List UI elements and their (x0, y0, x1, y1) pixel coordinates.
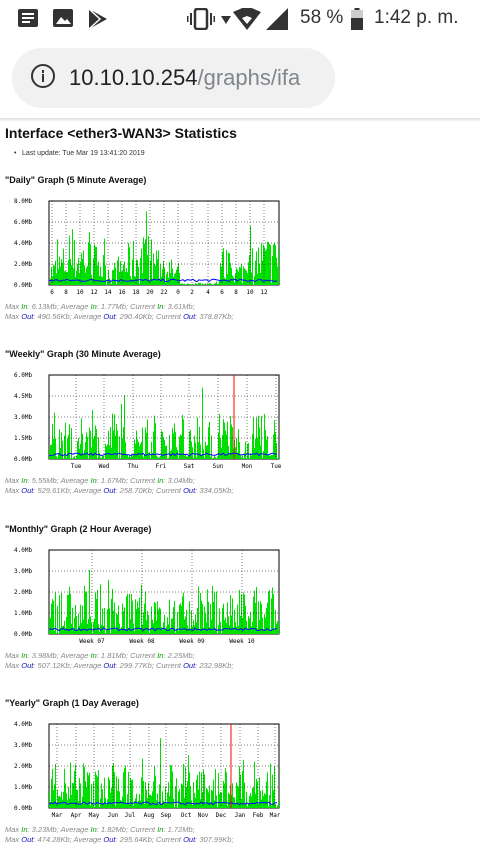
traffic-graph: 4.0Mb 3.0Mb 2.0Mb 1.0Mb 0.0Mb Week 07 Week 08 W… (14, 547, 280, 645)
x-tick-label: 12 (90, 289, 98, 296)
y-tick-label: 2.0Mb (14, 763, 32, 770)
y-tick-label: 1.0Mb (14, 784, 32, 791)
x-tick-label: Thu (128, 463, 139, 470)
graph-title: "Daily" Graph (5 Minute Average) (5, 175, 147, 185)
y-tick-label: 3.0Mb (14, 414, 32, 421)
signal-icon (266, 8, 288, 30)
notes-icon (18, 9, 38, 27)
x-tick-label: Aug (144, 812, 155, 819)
battery-percent: 58 % (300, 7, 344, 28)
data-arrows-icon (221, 16, 231, 24)
url-bar[interactable]: 10.10.10.254/graphs/ifa (12, 48, 335, 108)
out-series-line (48, 627, 278, 632)
x-tick-label: Mon (242, 463, 253, 470)
image-icon (53, 9, 73, 27)
x-tick-label: Apr (71, 812, 82, 819)
x-tick-label: 14 (104, 289, 112, 296)
x-tick-label: Week 08 (129, 638, 155, 645)
info-icon[interactable] (31, 64, 55, 88)
x-tick-label: 10 (246, 289, 254, 296)
y-tick-label: 2.0Mb (14, 589, 32, 596)
x-tick-label: Jan (235, 812, 246, 819)
graph-stats: Max In: 3.23Mb; Average In: 1.82Mb; Curr… (5, 825, 234, 844)
x-tick-label: Week 09 (179, 638, 205, 645)
y-tick-label: 1.0Mb (14, 610, 32, 617)
y-tick-label: 4.5Mb (14, 393, 32, 400)
x-tick-label: Dec (216, 812, 227, 819)
clock: 1:42 p. m. (374, 7, 459, 28)
y-tick-label: 0.0Mb (14, 805, 32, 812)
wifi-icon (233, 8, 261, 30)
x-tick-label: Jul (125, 812, 136, 819)
x-tick-label: 8 (234, 289, 238, 296)
toolbar-shadow (0, 118, 480, 122)
out-series-line (48, 801, 278, 806)
x-tick-label: 16 (118, 289, 126, 296)
x-tick-label: Tue (71, 463, 82, 470)
y-tick-label: 4.0Mb (14, 721, 32, 728)
graph-title: "Weekly" Graph (30 Minute Average) (5, 349, 161, 359)
x-tick-label: Wed (99, 463, 110, 470)
x-tick-label: May (89, 812, 100, 819)
out-series-line (48, 452, 277, 457)
y-tick-label: 2.0Mb (14, 261, 32, 268)
x-tick-label: 10 (76, 289, 84, 296)
x-tick-label: Week 07 (79, 638, 105, 645)
x-tick-label: 12 (260, 289, 268, 296)
battery-icon (351, 8, 363, 30)
url-text[interactable]: 10.10.10.254/graphs/ifa (69, 65, 300, 91)
x-tick-label: Mar (52, 812, 63, 819)
x-tick-label: 6 (50, 289, 54, 296)
graph-stats: Max In: 6.13Mb; Average In: 1.77Mb; Curr… (5, 302, 234, 321)
vibrate-icon (187, 8, 215, 30)
y-tick-label: 3.0Mb (14, 742, 32, 749)
y-tick-label: 4.0Mb (14, 547, 32, 554)
x-tick-label: Fri (156, 463, 167, 470)
play-store-icon (88, 8, 107, 30)
x-tick-label: Oct (181, 812, 192, 819)
y-tick-label: 6.0Mb (14, 219, 32, 226)
x-tick-label: 8 (64, 289, 68, 296)
last-update: Last update: Tue Mar 19 13:41:20 2019 (14, 150, 145, 157)
y-tick-label: 0.0Mb (14, 282, 32, 289)
x-tick-label: Mar (270, 812, 281, 819)
x-tick-label: 6 (220, 289, 224, 296)
traffic-graph: 4.0Mb 3.0Mb 2.0Mb 1.0Mb 0.0Mb Mar Apr May Jun Jul… (14, 721, 281, 819)
x-tick-label: Jun (108, 812, 119, 819)
x-tick-label: 2 (190, 289, 194, 296)
graph-title: "Yearly" Graph (1 Day Average) (5, 698, 139, 708)
y-tick-label: 1.5Mb (14, 435, 32, 442)
x-tick-label: Feb (253, 812, 264, 819)
x-tick-label: 4 (206, 289, 210, 296)
graph-title: "Monthly" Graph (2 Hour Average) (5, 524, 152, 534)
x-tick-label: 22 (160, 289, 168, 296)
x-tick-label: 0 (176, 289, 180, 296)
y-tick-label: 0.0Mb (14, 456, 32, 463)
y-tick-label: 4.0Mb (14, 240, 32, 247)
y-tick-label: 8.0Mb (14, 198, 32, 205)
url-path: /graphs/ifa (197, 65, 301, 90)
x-tick-label: Sep (161, 812, 172, 819)
graph-stats: Max In: 3.98Mb; Average In: 1.81Mb; Curr… (5, 651, 234, 670)
x-tick-label: 18 (132, 289, 140, 296)
x-tick-label: Nov (198, 812, 209, 819)
x-tick-label: Sat (184, 463, 195, 470)
page-title: Interface <ether3-WAN3> Statistics (5, 125, 237, 141)
x-tick-label: 20 (146, 289, 154, 296)
graph-stats: Max In: 5.55Mb; Average In: 1.67Mb; Curr… (5, 476, 234, 495)
out-series-line (48, 278, 278, 283)
url-host: 10.10.10.254 (69, 65, 198, 90)
x-tick-label: Week 10 (229, 638, 255, 645)
traffic-graph: 6.0Mb 4.5Mb 3.0Mb 1.5Mb 0.0Mb Tue Wed Thu Fri Sat… (14, 372, 282, 470)
y-tick-label: 0.0Mb (14, 631, 32, 638)
status-bar: 58 % 1:42 p. m. (0, 0, 480, 38)
y-tick-label: 3.0Mb (14, 568, 32, 575)
x-tick-label: Sun (213, 463, 224, 470)
y-tick-label: 6.0Mb (14, 372, 32, 379)
x-tick-label: Tue (271, 463, 282, 470)
